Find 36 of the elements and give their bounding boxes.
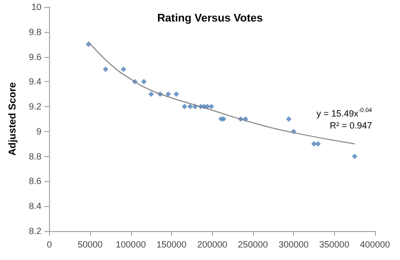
x-tick-label: 50000 bbox=[78, 240, 103, 250]
point bbox=[182, 104, 188, 110]
y-tick-label: 8.6 bbox=[28, 176, 42, 186]
point bbox=[141, 78, 147, 84]
point bbox=[352, 154, 358, 160]
x-tick-label: 350000 bbox=[319, 240, 350, 250]
point bbox=[174, 91, 180, 97]
text: Rating Versus Votes bbox=[157, 12, 263, 24]
x-tick-label: 100000 bbox=[116, 240, 146, 250]
point bbox=[208, 104, 214, 110]
x-tick-label: 200000 bbox=[197, 240, 228, 250]
annotation: R² = 0.947 bbox=[330, 120, 372, 130]
x-tick-label: 400000 bbox=[360, 240, 390, 250]
x-tick-label: 0 bbox=[46, 240, 52, 250]
point bbox=[187, 104, 193, 110]
point bbox=[311, 141, 317, 147]
point bbox=[220, 116, 226, 122]
point bbox=[120, 66, 126, 72]
point bbox=[315, 141, 321, 147]
y-axis-title: Adjusted Score bbox=[8, 82, 18, 156]
point bbox=[166, 91, 171, 97]
point bbox=[148, 91, 154, 97]
y-tick-label: 9 bbox=[36, 126, 42, 136]
y-tick-label: 9.6 bbox=[28, 52, 42, 62]
point bbox=[102, 66, 108, 72]
x-tick-label: 250000 bbox=[238, 240, 268, 250]
y-tick-label: 9.8 bbox=[28, 26, 42, 37]
y-tick-label: 10 bbox=[31, 2, 42, 12]
x-tick-label: 150000 bbox=[156, 240, 187, 250]
y-tick-label: 9.4 bbox=[28, 76, 42, 87]
y-tick-label: 9.2 bbox=[28, 102, 42, 112]
point bbox=[286, 116, 292, 122]
y-tick-label: 8.2 bbox=[28, 226, 42, 236]
x-tick-label: 300000 bbox=[278, 240, 309, 250]
y-tick-label: 8.4 bbox=[28, 201, 42, 212]
y-tick-label: 8.8 bbox=[28, 151, 42, 162]
